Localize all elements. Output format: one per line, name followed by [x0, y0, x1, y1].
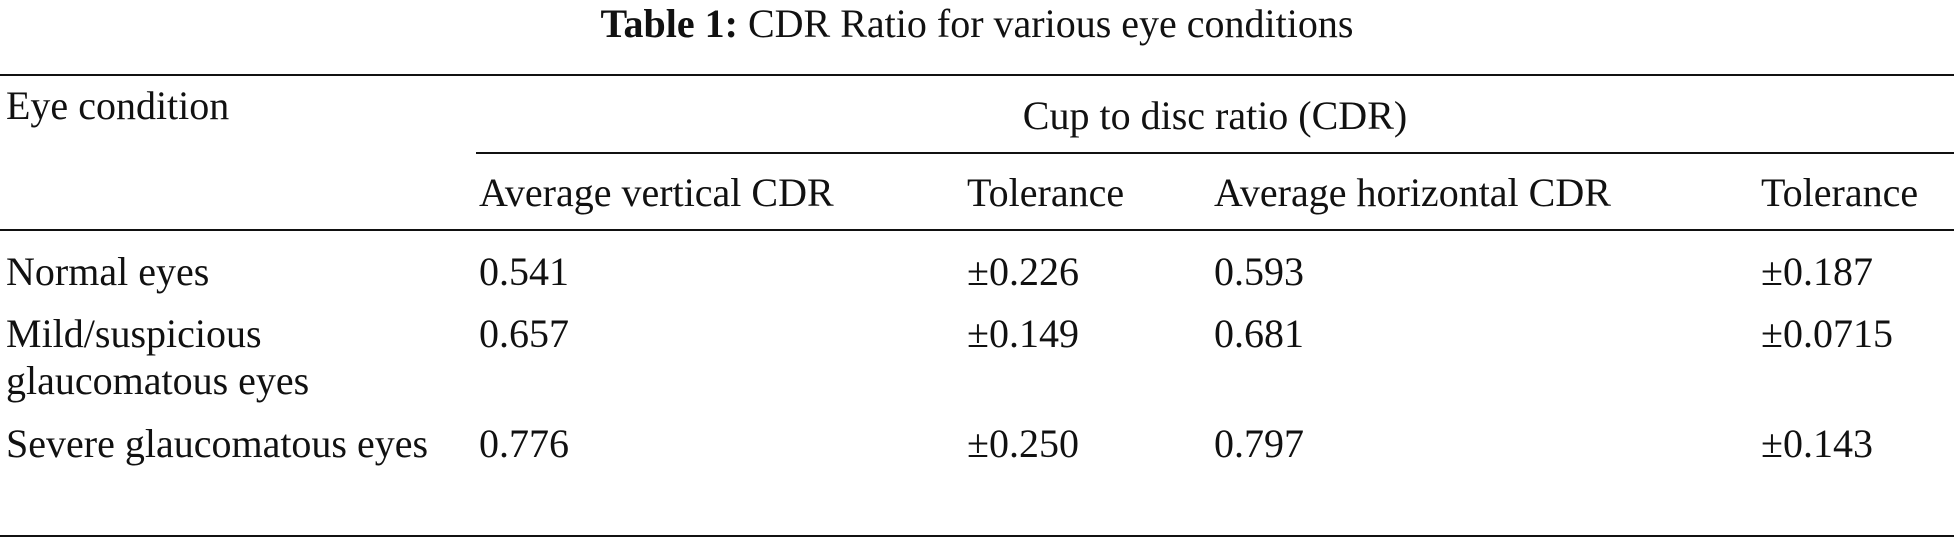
- column-header-avg-horizontal: Average horizontal CDR: [1214, 170, 1611, 215]
- table-top-rule: [0, 74, 1954, 76]
- table-row-mild-tol-horizontal: ±0.0715: [1761, 311, 1893, 356]
- table-row-normal-avg-vertical: 0.541: [479, 249, 569, 294]
- table-row-normal-tol-vertical: ±0.226: [967, 249, 1079, 294]
- table-row-severe-avg-horizontal: 0.797: [1214, 421, 1304, 466]
- table-row-severe-avg-vertical: 0.776: [479, 421, 569, 466]
- table-row-mild-condition: Mild/suspicious glaucomatous eyes: [6, 311, 310, 403]
- table-row-mild-tol-vertical: ±0.149: [967, 311, 1079, 356]
- table-caption: Table 1: CDR Ratio for various eye condi…: [0, 0, 1954, 48]
- table-row-severe-tol-horizontal: ±0.143: [1761, 421, 1873, 466]
- table-row-mild-avg-vertical: 0.657: [479, 311, 569, 356]
- header-bottom-rule: [0, 229, 1954, 231]
- table-caption-label: Table 1:: [600, 1, 738, 46]
- table-row-normal-avg-horizontal: 0.593: [1214, 249, 1304, 294]
- table-row-normal-tol-horizontal: ±0.187: [1761, 249, 1873, 294]
- row-header-eye-condition: Eye condition: [6, 83, 230, 128]
- table-row-severe-tol-vertical: ±0.250: [967, 421, 1079, 466]
- group-header-cdr: Cup to disc ratio (CDR): [1022, 93, 1408, 138]
- table-row-mild-avg-horizontal: 0.681: [1214, 311, 1304, 356]
- column-header-tolerance-horizontal: Tolerance: [1761, 170, 1919, 215]
- column-header-tolerance-vertical: Tolerance: [967, 170, 1125, 215]
- table-row-severe-condition: Severe glaucomatous eyes: [6, 421, 429, 466]
- group-header-rule: [476, 152, 1954, 154]
- table-caption-text: CDR Ratio for various eye conditions: [747, 1, 1354, 46]
- table-row-normal-condition: Normal eyes: [6, 249, 210, 294]
- table-bottom-rule: [0, 535, 1954, 537]
- column-header-avg-vertical: Average vertical CDR: [479, 170, 834, 215]
